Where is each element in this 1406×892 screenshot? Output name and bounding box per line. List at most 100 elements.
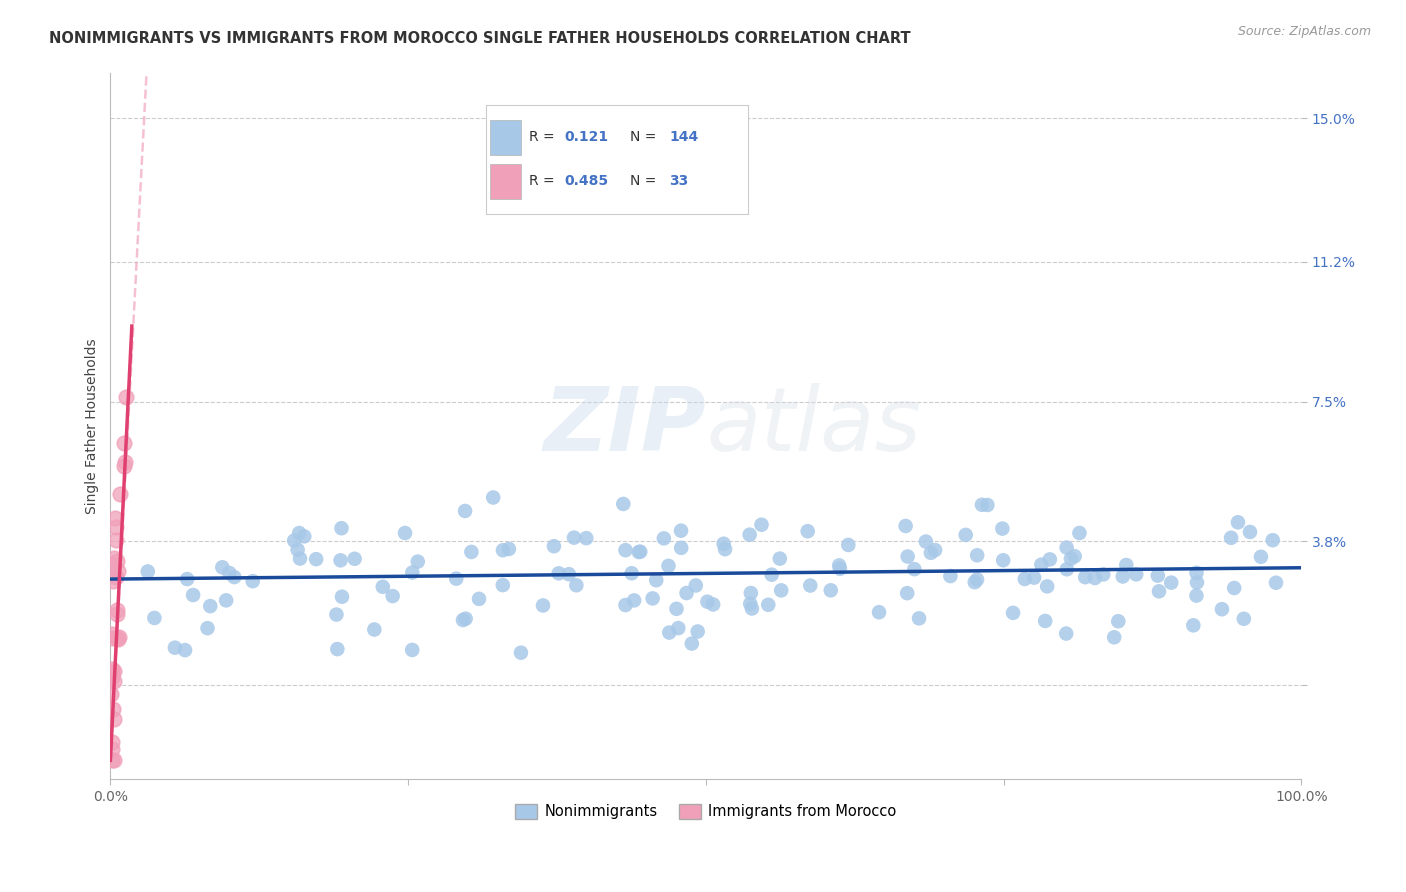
Point	[1074, 570, 1097, 584]
Legend: Nonimmigrants, Immigrants from Morocco: Nonimmigrants, Immigrants from Morocco	[509, 797, 903, 825]
Point	[1112, 569, 1135, 583]
Point	[287, 542, 309, 557]
Point	[658, 625, 681, 640]
Point	[641, 591, 664, 606]
Point	[1211, 602, 1233, 616]
Point	[1147, 584, 1170, 599]
Point	[482, 491, 505, 505]
Point	[770, 583, 793, 598]
Point	[363, 623, 385, 637]
Point	[868, 605, 890, 619]
Point	[828, 558, 851, 573]
Point	[966, 549, 988, 563]
Point	[993, 553, 1015, 567]
Point	[562, 531, 585, 545]
Point	[696, 595, 718, 609]
Point	[101, 662, 124, 676]
Point	[104, 520, 127, 534]
Point	[915, 534, 938, 549]
Point	[101, 574, 124, 588]
Point	[197, 621, 219, 635]
Point	[820, 583, 842, 598]
Point	[1261, 533, 1284, 548]
Point	[218, 566, 240, 580]
Point	[1146, 568, 1168, 582]
Point	[669, 524, 692, 538]
Point	[200, 599, 222, 613]
Point	[242, 574, 264, 589]
Point	[103, 713, 125, 727]
Point	[558, 567, 581, 582]
Point	[105, 631, 128, 645]
Point	[292, 529, 315, 543]
Point	[1014, 572, 1036, 586]
Point	[924, 543, 946, 558]
Point	[100, 665, 122, 680]
Point	[510, 646, 533, 660]
Point	[101, 631, 124, 645]
Point	[325, 607, 347, 622]
Point	[101, 742, 124, 756]
Point	[107, 603, 129, 617]
Point	[114, 455, 136, 469]
Point	[381, 589, 404, 603]
Point	[103, 702, 125, 716]
Point	[401, 566, 423, 580]
Point	[101, 669, 124, 683]
Point	[492, 578, 515, 592]
Text: Source: ZipAtlas.com: Source: ZipAtlas.com	[1237, 25, 1371, 38]
Point	[547, 566, 569, 581]
Point	[920, 546, 942, 560]
Point	[896, 586, 918, 600]
Point	[326, 642, 349, 657]
Point	[738, 527, 761, 541]
Point	[740, 597, 762, 611]
Point	[799, 578, 821, 592]
Point	[686, 624, 709, 639]
Point	[897, 549, 920, 564]
Point	[1223, 581, 1246, 595]
Point	[174, 643, 197, 657]
Point	[104, 511, 127, 525]
Point	[751, 517, 773, 532]
Point	[101, 626, 124, 640]
Point	[652, 532, 675, 546]
Point	[702, 598, 724, 612]
Point	[675, 586, 697, 600]
Point	[446, 572, 468, 586]
Point	[100, 753, 122, 767]
Point	[103, 558, 125, 573]
Point	[1102, 630, 1125, 644]
Point	[1033, 614, 1056, 628]
Point	[406, 555, 429, 569]
Point	[288, 551, 311, 566]
Point	[1039, 552, 1062, 566]
Point	[645, 573, 668, 587]
Point	[454, 612, 477, 626]
Point	[620, 566, 643, 581]
Point	[283, 533, 305, 548]
Point	[666, 621, 689, 635]
Point	[1250, 549, 1272, 564]
Point	[837, 538, 859, 552]
Point	[740, 586, 762, 600]
Point	[970, 498, 993, 512]
Point	[176, 572, 198, 586]
Point	[103, 665, 125, 679]
Point	[100, 735, 122, 749]
Point	[681, 636, 703, 650]
Point	[955, 528, 977, 542]
Point	[796, 524, 818, 539]
Point	[103, 753, 125, 767]
Point	[1069, 526, 1091, 541]
Point	[1092, 567, 1115, 582]
Point	[104, 533, 127, 548]
Point	[107, 632, 129, 646]
Point	[215, 593, 238, 607]
Point	[454, 504, 477, 518]
Point	[1226, 516, 1249, 530]
Point	[115, 390, 138, 404]
Point	[756, 598, 779, 612]
Point	[714, 542, 737, 557]
Point	[105, 607, 128, 621]
